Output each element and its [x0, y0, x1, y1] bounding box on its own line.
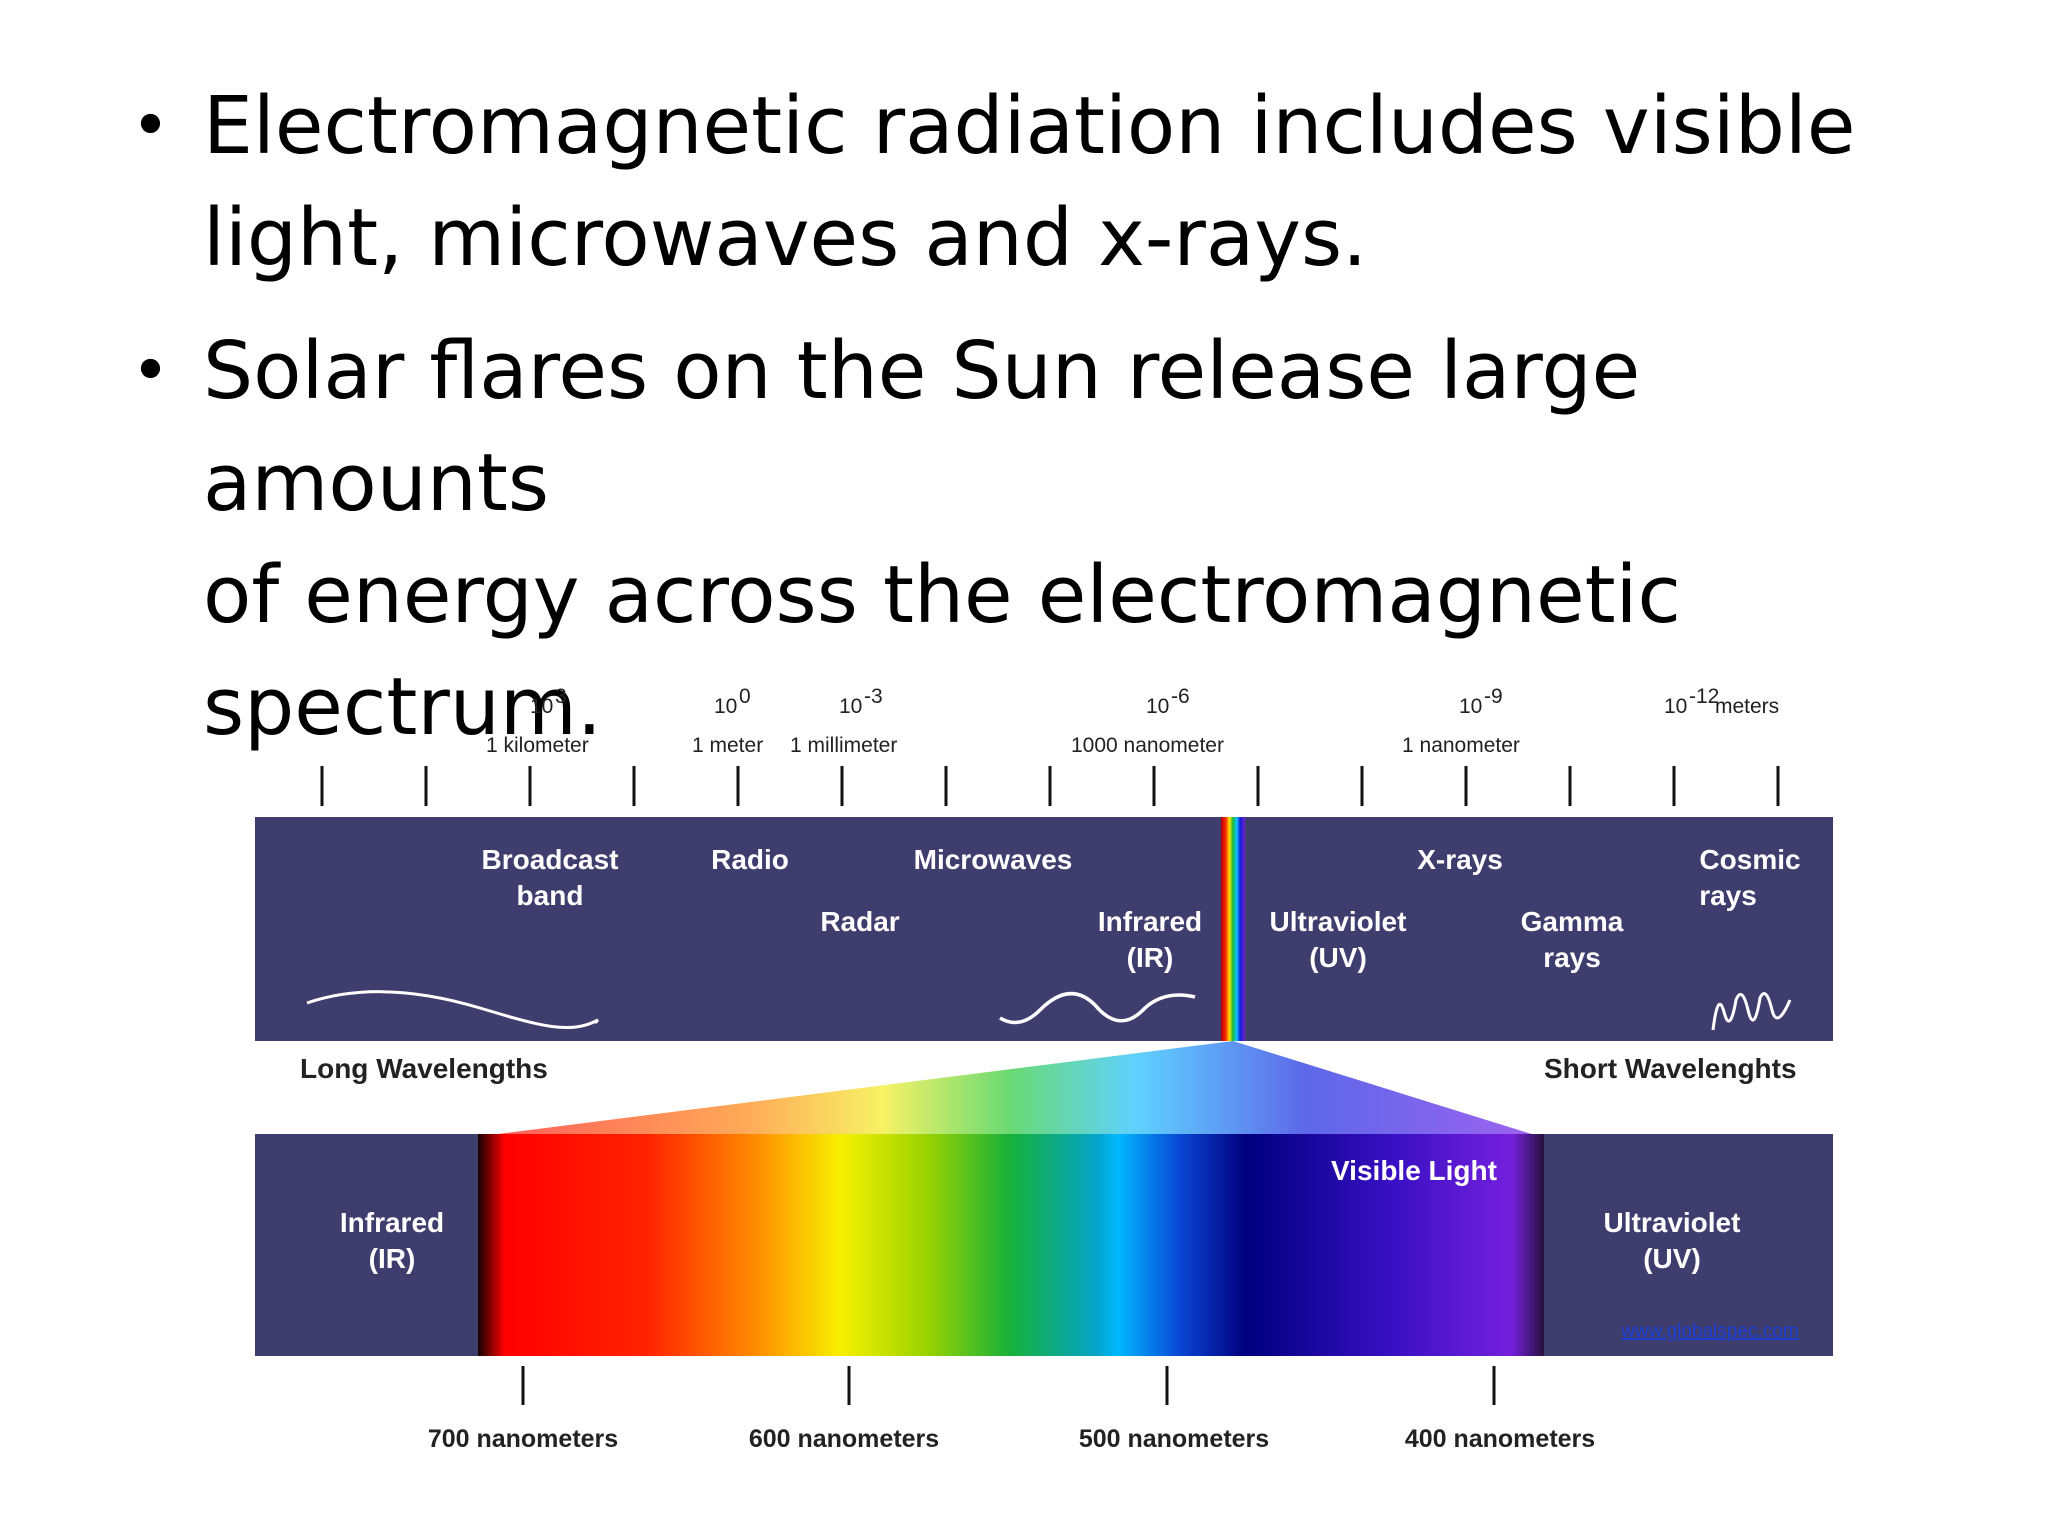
- scale-exponent-4: 10: [1146, 695, 1169, 718]
- bullet-dot: •: [131, 87, 170, 164]
- band-label-radar: Radar: [820, 906, 899, 937]
- long-wavelengths-label: Long Wavelengths: [300, 1053, 548, 1084]
- scale-exponent-5: 10: [1459, 695, 1482, 718]
- bullet-item: • Solar flares on the Sun release large …: [125, 315, 1945, 763]
- band-labels: Broadcast band Radio Microwaves Radar In…: [482, 844, 1801, 973]
- nm-label-600: 600 nanometers: [749, 1425, 939, 1453]
- scale-unit-5: 1 nanometer: [1402, 734, 1520, 757]
- band-label-infrared-1: Infrared: [1098, 906, 1202, 937]
- scale-unit-4: 1000 nanometer: [1071, 734, 1224, 757]
- scale-power-4: -6: [1171, 685, 1190, 708]
- scale-exponent-2: 10: [714, 695, 737, 718]
- band-label-cosmic-1: Cosmic: [1699, 844, 1800, 875]
- wavelength-scale: 10 3 1 kilometer 10 0 1 meter 10 -3 1 mi…: [486, 685, 1779, 757]
- band-label-xrays: X-rays: [1417, 844, 1503, 875]
- visible-spectrum: [478, 1134, 1544, 1356]
- dispersion-fan: [482, 1041, 1538, 1136]
- bullet-text-2-line-2: of energy across the electromagnetic: [203, 549, 1681, 641]
- band-label-ultraviolet-1: Ultraviolet: [1270, 906, 1407, 937]
- scale-power-3: -3: [864, 685, 883, 708]
- long-wave-icon: [306, 990, 600, 1030]
- bullet-text-2-line-3: spectrum.: [203, 661, 602, 753]
- scale-unit-1: 1 kilometer: [486, 734, 589, 757]
- scale-exponent-6: 10: [1664, 695, 1687, 718]
- nm-label-400: 400 nanometers: [1405, 1425, 1595, 1453]
- scale-ticks: [320, 766, 1780, 806]
- visible-infrared-label-1: Infrared: [340, 1207, 444, 1238]
- band-label-gamma-2: rays: [1543, 942, 1601, 973]
- bullet-text-2-line-1: Solar flares on the Sun release large am…: [203, 325, 1641, 529]
- visible-ultraviolet-label-1: Ultraviolet: [1604, 1207, 1741, 1238]
- scale-power-1: 3: [555, 685, 567, 708]
- medium-wave-icon: [999, 991, 1196, 1025]
- band-label-infrared-2: (IR): [1127, 942, 1174, 973]
- scale-power-6: -12: [1689, 685, 1719, 708]
- bullet-text-1-line-2: light, microwaves and x-rays.: [203, 192, 1368, 284]
- scale-unit-2: 1 meter: [692, 734, 763, 757]
- bullet-list: • Electromagnetic radiation includes vis…: [125, 70, 1945, 784]
- bullet-item: • Electromagnetic radiation includes vis…: [125, 70, 1945, 294]
- source-credit-link[interactable]: www.globalspec.com: [1620, 1321, 1798, 1342]
- band-label-gamma-1: Gamma: [1521, 906, 1624, 937]
- nanometer-ticks: [521, 1366, 1496, 1405]
- band-label-cosmic-2: rays: [1699, 880, 1757, 911]
- band-label-ultraviolet-2: (UV): [1309, 942, 1367, 973]
- visible-light-label: Visible Light: [1331, 1155, 1497, 1186]
- scale-exponent-1: 10: [530, 695, 553, 718]
- visible-infrared-label-2: (IR): [369, 1243, 416, 1274]
- scale-unit-3: 1 millimeter: [790, 734, 897, 757]
- bullet-dot: •: [131, 332, 170, 409]
- band-label-broadcast-1: Broadcast: [482, 844, 619, 875]
- scale-exponent-3: 10: [839, 695, 862, 718]
- short-wavelengths-label: Short Wavelenghts: [1544, 1053, 1797, 1084]
- visible-ultraviolet-label-2: (UV): [1643, 1243, 1701, 1274]
- nm-label-500: 500 nanometers: [1079, 1425, 1269, 1453]
- band-label-radio: Radio: [711, 844, 789, 875]
- spectrum-band: [255, 817, 1833, 1041]
- visible-light-strip: [1221, 817, 1245, 1041]
- scale-power-2: 0: [739, 685, 751, 708]
- short-wave-icon: [1711, 992, 1792, 1031]
- bullet-text-1-line-1: Electromagnetic radiation includes visib…: [203, 80, 1856, 172]
- band-label-broadcast-2: band: [517, 880, 584, 911]
- nm-label-700: 700 nanometers: [428, 1425, 618, 1453]
- scale-unit-6: meters: [1715, 695, 1779, 718]
- band-label-microwaves: Microwaves: [914, 844, 1073, 875]
- scale-power-5: -9: [1484, 685, 1503, 708]
